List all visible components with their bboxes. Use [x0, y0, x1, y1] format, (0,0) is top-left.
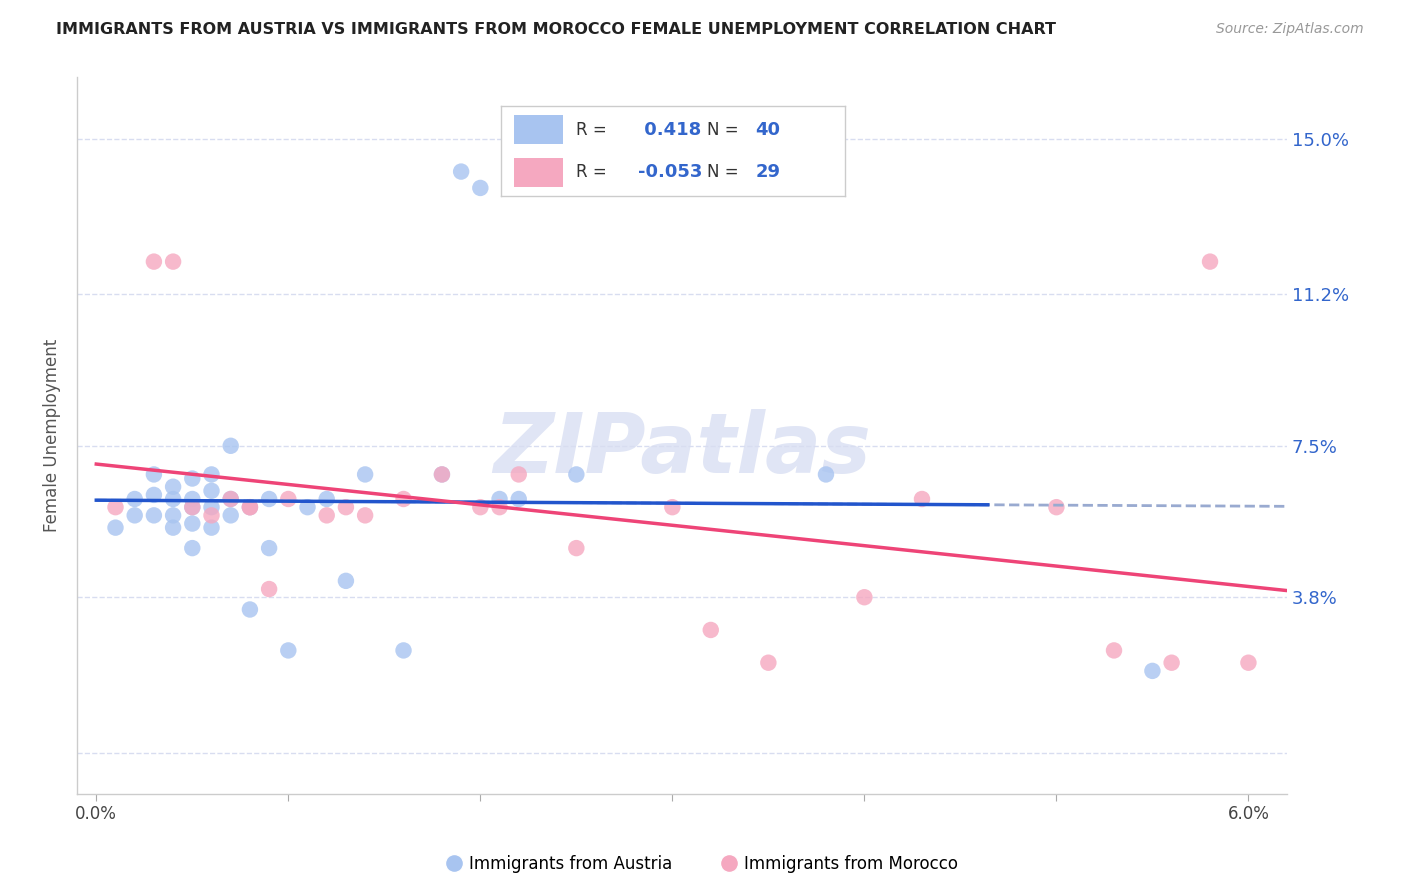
Point [508, 467, 530, 482]
Text: Source: ZipAtlas.com: Source: ZipAtlas.com [1216, 22, 1364, 37]
Point [181, 491, 204, 506]
Point [430, 467, 453, 482]
Point [315, 491, 337, 506]
Legend: Immigrants from Austria, Immigrants from Morocco: Immigrants from Austria, Immigrants from… [441, 848, 965, 880]
Point [392, 491, 415, 506]
Point [1102, 643, 1125, 657]
Point [162, 508, 184, 523]
Point [315, 508, 337, 523]
Point [257, 491, 280, 506]
Point [853, 591, 876, 605]
Point [200, 508, 222, 523]
Point [162, 491, 184, 506]
Point [430, 467, 453, 482]
Point [1160, 656, 1182, 670]
Point [200, 521, 222, 535]
Point [142, 508, 165, 523]
Point [124, 491, 146, 506]
Point [335, 574, 357, 588]
Point [219, 491, 242, 506]
Point [277, 491, 299, 506]
Point [700, 623, 723, 637]
Point [257, 541, 280, 555]
Point [219, 439, 242, 453]
Point [756, 656, 779, 670]
Point [814, 467, 837, 482]
Point [354, 508, 377, 523]
Text: IMMIGRANTS FROM AUSTRIA VS IMMIGRANTS FROM MOROCCO FEMALE UNEMPLOYMENT CORRELATI: IMMIGRANTS FROM AUSTRIA VS IMMIGRANTS FR… [56, 22, 1056, 37]
Point [181, 500, 204, 515]
Point [200, 483, 222, 498]
Point [181, 516, 204, 531]
Point [239, 602, 262, 616]
Point [162, 480, 184, 494]
Point [297, 500, 319, 515]
Point [1142, 664, 1164, 678]
Point [565, 467, 588, 482]
Point [392, 643, 415, 657]
Point [508, 491, 530, 506]
Point [200, 500, 222, 515]
Point [450, 164, 472, 178]
Point [239, 500, 262, 515]
Point [181, 471, 204, 485]
Point [257, 582, 280, 596]
Point [239, 500, 262, 515]
Point [239, 500, 262, 515]
Point [142, 254, 165, 268]
Point [142, 467, 165, 482]
Point [162, 521, 184, 535]
Point [142, 488, 165, 502]
Point [162, 254, 184, 268]
Point [1237, 656, 1260, 670]
Point [470, 500, 492, 515]
Point [661, 500, 683, 515]
Point [124, 508, 146, 523]
Point [488, 500, 510, 515]
Text: ZIPatlas: ZIPatlas [494, 409, 870, 491]
Point [277, 643, 299, 657]
Point [104, 500, 127, 515]
Point [181, 541, 204, 555]
Y-axis label: Female Unemployment: Female Unemployment [44, 339, 60, 533]
Point [200, 467, 222, 482]
Point [1045, 500, 1067, 515]
Point [219, 491, 242, 506]
Point [470, 181, 492, 195]
Point [1199, 254, 1222, 268]
Point [181, 500, 204, 515]
Point [219, 508, 242, 523]
Point [565, 541, 588, 555]
Point [911, 491, 934, 506]
Point [354, 467, 377, 482]
Point [335, 500, 357, 515]
Point [488, 491, 510, 506]
Point [104, 521, 127, 535]
